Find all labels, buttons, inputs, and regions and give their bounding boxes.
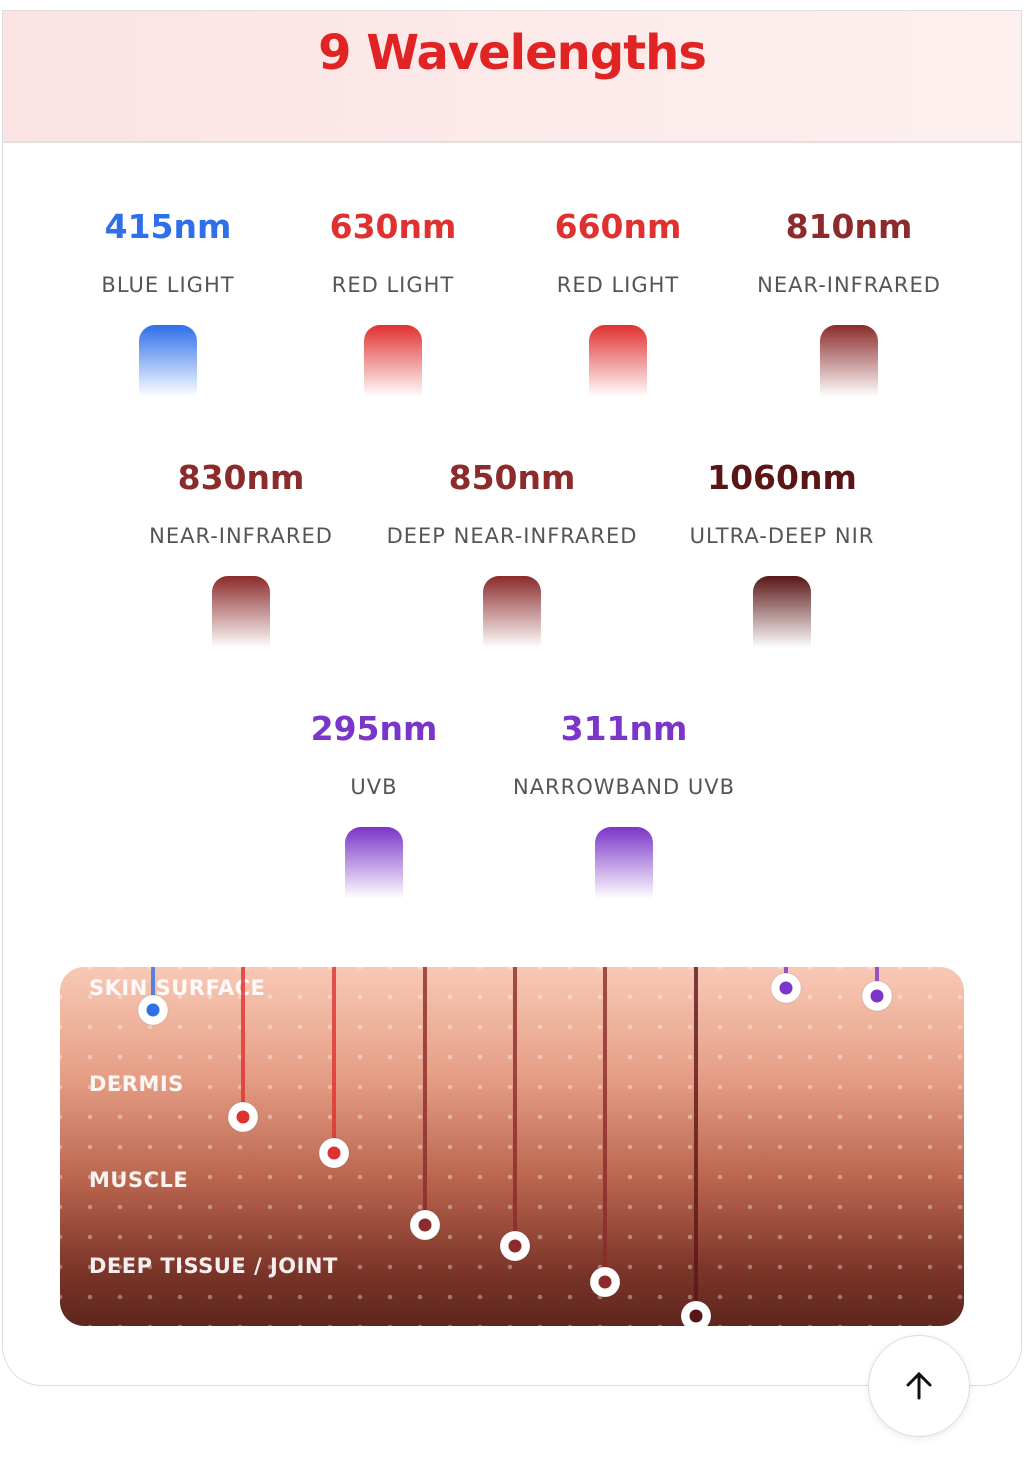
depth-marker-dot xyxy=(870,989,884,1003)
wavelength-nm: 850nm xyxy=(448,458,576,497)
color-swatch xyxy=(753,576,811,648)
wavelength-nm: 630nm xyxy=(329,207,457,246)
depth-marker-dot xyxy=(327,1146,341,1160)
layer-label: DERMIS xyxy=(89,1072,184,1096)
wavelength-nm: 415nm xyxy=(104,207,232,246)
wavelength-nm: 830nm xyxy=(177,458,305,497)
color-swatch xyxy=(595,827,653,899)
wavelength-nm: 311nm xyxy=(560,709,688,748)
wavelength-item: 830nm NEAR-INFRARED xyxy=(101,458,381,648)
wavelength-name: NEAR-INFRARED xyxy=(757,273,941,297)
color-swatch xyxy=(589,325,647,397)
wavelength-item: 295nm UVB xyxy=(234,709,514,899)
wavelength-nm: 1060nm xyxy=(707,458,857,497)
wavelength-name: UVB xyxy=(350,775,398,799)
depth-marker-dot xyxy=(598,1275,612,1289)
title: 9 Wavelengths xyxy=(318,25,707,81)
wavelength-name: RED LIGHT xyxy=(556,273,680,297)
wavelength-item: 630nm RED LIGHT xyxy=(253,207,533,397)
scroll-top-button[interactable] xyxy=(868,1335,970,1437)
color-swatch xyxy=(364,325,422,397)
depth-marker-dot xyxy=(779,981,793,995)
layer-label: DEEP TISSUE / JOINT xyxy=(89,1254,338,1278)
wavelength-name: NEAR-INFRARED xyxy=(149,524,333,548)
color-swatch xyxy=(483,576,541,648)
wavelength-name: NARROWBAND UVB xyxy=(512,775,736,799)
wavelength-name: BLUE LIGHT xyxy=(101,273,235,297)
color-swatch xyxy=(212,576,270,648)
color-swatch xyxy=(345,827,403,899)
depth-marker-dot xyxy=(508,1239,522,1253)
wavelength-item: 850nm DEEP NEAR-INFRARED xyxy=(372,458,652,648)
wavelength-item: 311nm NARROWBAND UVB xyxy=(484,709,764,899)
wavelength-nm: 660nm xyxy=(554,207,682,246)
wavelength-name: DEEP NEAR-INFRARED xyxy=(386,524,638,548)
depth-marker-dot xyxy=(236,1110,250,1124)
wavelength-name: ULTRA-DEEP NIR xyxy=(689,524,875,548)
color-swatch xyxy=(139,325,197,397)
wavelength-item: 1060nm ULTRA-DEEP NIR xyxy=(642,458,922,648)
color-swatch xyxy=(820,325,878,397)
wavelength-item: 810nm NEAR-INFRARED xyxy=(709,207,989,397)
dot-pattern xyxy=(60,967,964,1326)
wavelength-nm: 295nm xyxy=(310,709,438,748)
depth-marker-dot xyxy=(146,1003,160,1017)
depth-marker-dot xyxy=(418,1218,432,1232)
wavelength-name: RED LIGHT xyxy=(331,273,455,297)
wavelength-nm: 810nm xyxy=(785,207,913,246)
arrow-up-icon xyxy=(906,1371,932,1400)
layer-label: SKIN SURFACE xyxy=(89,976,266,1000)
depth-panel: SKIN SURFACE DERMIS MUSCLE DEEP TISSUE / JO… xyxy=(60,967,964,1326)
layer-label: MUSCLE xyxy=(89,1168,189,1192)
wavelength-item: 660nm RED LIGHT xyxy=(478,207,758,397)
wavelength-item: 415nm BLUE LIGHT xyxy=(28,207,308,397)
depth-marker-dot xyxy=(689,1309,703,1323)
header: 9 Wavelengths xyxy=(3,11,1021,143)
depth-lines xyxy=(137,967,893,1326)
